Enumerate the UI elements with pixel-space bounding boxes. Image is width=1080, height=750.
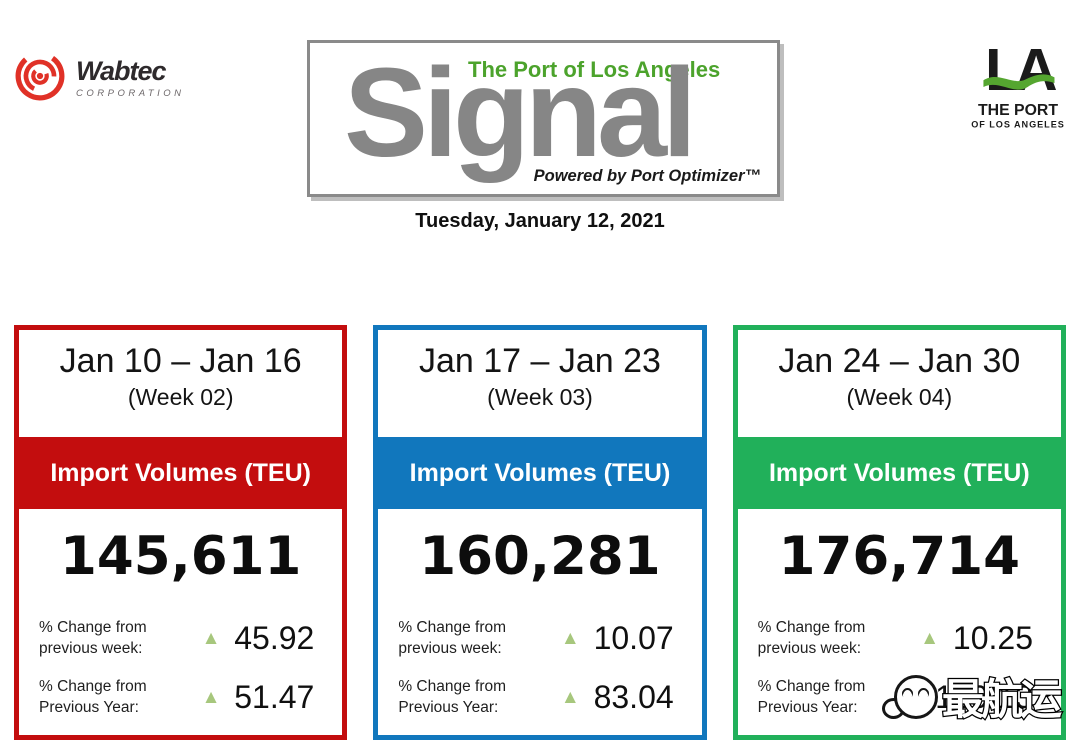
import-volume-value: 145,611 [59, 526, 302, 587]
wabtec-swirl-icon [14, 50, 66, 107]
stat-value: 51.47 [234, 679, 315, 716]
stat-row: % Change from Previous Year: ▲ 51.47 [39, 677, 322, 719]
metric-band: Import Volumes (TEU) [19, 437, 343, 509]
watermark-emoji-icon [882, 674, 938, 719]
stat-label-line1: % Change from [757, 677, 866, 695]
stat-label-line2: Previous Year: [39, 698, 139, 716]
stat-value: 129.13 [935, 679, 1033, 716]
up-triangle-icon: ▲ [201, 687, 221, 709]
import-volume-value: 176,714 [778, 526, 1021, 587]
stat-label-line1: % Change from [398, 677, 507, 695]
import-volume-value: 160,281 [419, 526, 661, 587]
card-week-03: Jan 17 – Jan 23 (Week 03) Import Volumes… [373, 325, 707, 740]
card-week-label: (Week 03) [487, 384, 593, 410]
signal-logo-box: The Port of Los Angeles Signal Powered b… [307, 40, 780, 197]
port-of-la-logo: LA THE PORT OF LOS ANGELES [970, 36, 1066, 143]
signal-title: Signal [344, 42, 697, 183]
stat-label-line2: Previous Year: [757, 698, 858, 716]
signal-tagline: Powered by Port Optimizer™ [533, 167, 761, 185]
weekly-cards: Jan 10 – Jan 16 (Week 02) Import Volumes… [14, 325, 1066, 740]
stat-row: % Change from Previous Year: ▲ 83.04 [398, 677, 681, 719]
metric-band: Import Volumes (TEU) [737, 437, 1061, 509]
la-line2: OF LOS ANGELES [971, 119, 1065, 129]
stat-value: 10.25 [952, 620, 1033, 657]
stat-label-line1: % Change from [398, 619, 507, 636]
card-week-04: Jan 24 – Jan 30 (Week 04) Import Volumes… [732, 325, 1066, 740]
up-triangle-icon: ▲ [920, 628, 940, 650]
card-week-label: (Week 04) [846, 384, 953, 410]
stat-value: 10.07 [593, 620, 674, 657]
stat-label-line1: % Change from [757, 619, 866, 636]
watermark: 最航运 [882, 666, 1064, 727]
stat-value: 45.92 [234, 620, 315, 657]
la-monogram: LA [985, 36, 1057, 103]
la-line1: THE PORT [978, 102, 1058, 119]
stat-row: % Change from previous week: ▲ 10.07 [398, 618, 681, 660]
wabtec-logo: Wabtec CORPORATION [14, 50, 185, 107]
la-monogram-icon: LA THE PORT OF LOS ANGELES [971, 36, 1065, 129]
stat-row: % Change from Previous Year: ▲ 129.13 [758, 677, 1041, 719]
stat-label-line2: previous week: [398, 639, 502, 657]
la-wave-icon [983, 74, 1055, 90]
up-triangle-icon: ▲ [201, 628, 221, 650]
wabtec-name: Wabtec [76, 56, 167, 86]
card-week-label: (Week 02) [127, 384, 234, 410]
stat-row: % Change from previous week: ▲ 10.25 [758, 618, 1041, 660]
stat-label-line2: previous week: [757, 639, 862, 657]
card-date-range: Jan 17 – Jan 23 [419, 342, 661, 380]
card-week-02: Jan 10 – Jan 16 (Week 02) Import Volumes… [14, 325, 348, 740]
card-date-range: Jan 24 – Jan 30 [778, 342, 1021, 380]
stat-label-line1: % Change from [39, 677, 147, 695]
up-triangle-icon: ▲ [560, 628, 580, 650]
stat-value: 83.04 [593, 679, 674, 716]
stat-label-line2: previous week: [39, 639, 143, 657]
signal-kicker: The Port of Los Angeles [468, 57, 721, 82]
wabtec-subtitle: CORPORATION [76, 88, 185, 99]
report-date: Tuesday, January 12, 2021 [415, 210, 665, 232]
card-date-range: Jan 10 – Jan 16 [59, 342, 302, 380]
stat-label-line2: Previous Year: [398, 698, 499, 716]
metric-band: Import Volumes (TEU) [378, 437, 702, 509]
stat-label-line1: % Change from [39, 619, 147, 636]
up-triangle-icon: ▲ [560, 687, 580, 709]
stat-row: % Change from previous week: ▲ 45.92 [39, 618, 322, 660]
watermark-text: 最航运 [941, 674, 1064, 726]
